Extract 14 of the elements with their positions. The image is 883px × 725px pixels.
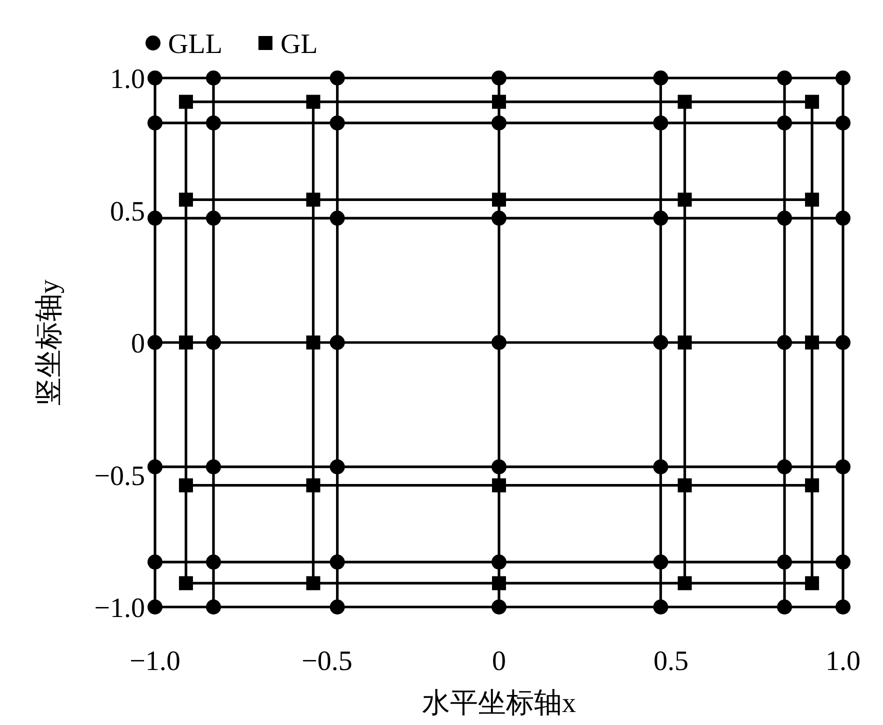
x-tick-label: 0	[492, 646, 506, 677]
y-tick-label: −0.5	[94, 460, 145, 492]
legend-label: GL	[280, 29, 318, 60]
x-tick-label: 1.0	[826, 646, 860, 677]
x-tick-label: −1.0	[130, 646, 180, 677]
y-tick-label: 0.5	[110, 196, 145, 228]
legend-label: GLL	[168, 29, 222, 60]
x-tick-label: −0.5	[302, 646, 352, 677]
y-axis-title: 竖坐标轴y	[34, 280, 65, 406]
x-tick-label: 0.5	[654, 646, 688, 677]
y-tick-label: 1.0	[110, 64, 145, 95]
x-axis-title: 水平坐标轴x	[422, 688, 576, 719]
y-tick-label: −1.0	[94, 593, 145, 624]
y-tick-label: 0	[131, 328, 145, 360]
